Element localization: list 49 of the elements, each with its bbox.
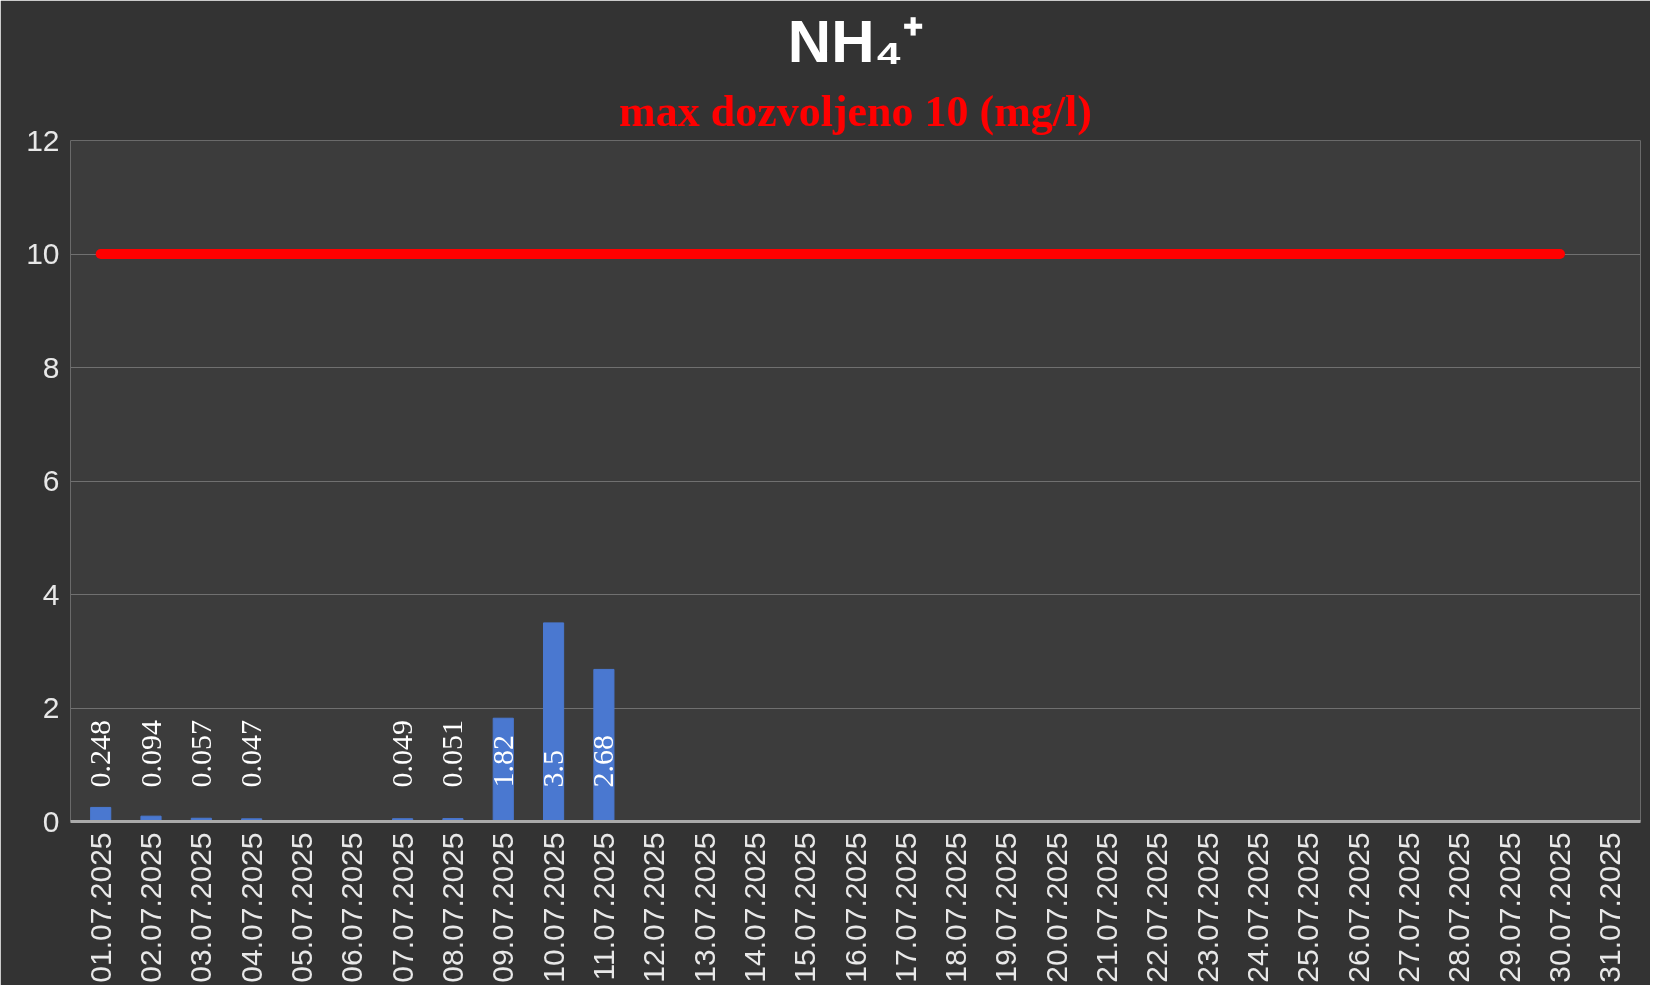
- x-tick-label: 14.07.2025: [737, 832, 771, 983]
- x-tick-label: 07.07.2025: [385, 832, 419, 983]
- data-label: 0.094: [133, 719, 167, 788]
- x-tick-label: 20.07.2025: [1039, 832, 1073, 983]
- data-label: 1.82: [485, 734, 519, 788]
- data-label: 0.049: [385, 719, 419, 788]
- chart-title: NH₄⁺: [787, 7, 924, 75]
- x-tick-label: 10.07.2025: [536, 832, 570, 983]
- data-label: 0.057: [183, 719, 217, 788]
- x-tick-label: 19.07.2025: [989, 832, 1023, 983]
- x-tick-label: 16.07.2025: [838, 832, 872, 983]
- x-tick-label: 31.07.2025: [1593, 832, 1627, 983]
- data-label: 3.5: [536, 749, 570, 788]
- x-tick-label: 12.07.2025: [637, 832, 671, 983]
- data-label: 0.248: [83, 719, 117, 788]
- x-tick-label: 24.07.2025: [1241, 832, 1275, 983]
- x-tick-label: 09.07.2025: [486, 832, 520, 983]
- x-tick-label: 30.07.2025: [1542, 832, 1576, 983]
- y-tick-label: 12: [26, 123, 60, 157]
- y-tick-label: 10: [26, 237, 60, 270]
- x-tick-label: 29.07.2025: [1492, 832, 1526, 983]
- y-tick-label: 4: [42, 577, 60, 611]
- x-tick-label: 28.07.2025: [1442, 832, 1476, 983]
- x-tick-label: 17.07.2025: [888, 832, 922, 983]
- x-tick-label: 27.07.2025: [1392, 832, 1426, 983]
- x-tick-label: 25.07.2025: [1291, 832, 1325, 983]
- x-tick-label: 03.07.2025: [184, 832, 218, 983]
- y-tick-label: 8: [42, 350, 60, 384]
- x-tick-label: 23.07.2025: [1190, 832, 1224, 983]
- x-tick-label: 01.07.2025: [83, 832, 117, 983]
- x-tick-label: 21.07.2025: [1090, 832, 1124, 983]
- x-tick-label: 04.07.2025: [234, 832, 268, 983]
- data-label: 0.047: [234, 719, 268, 788]
- x-tick-label: 08.07.2025: [435, 832, 469, 983]
- x-tick-label: 15.07.2025: [788, 832, 822, 983]
- chart-subtitle: max dozvoljeno 10 (mg/l): [619, 86, 1092, 136]
- x-tick-label: 18.07.2025: [939, 832, 973, 983]
- x-tick-label: 26.07.2025: [1341, 832, 1375, 983]
- data-label: 2.68: [586, 734, 620, 788]
- y-tick-label: 6: [42, 464, 60, 497]
- x-tick-label: 13.07.2025: [687, 832, 721, 983]
- y-tick-label: 2: [42, 691, 60, 724]
- y-tick-label: 0: [42, 804, 60, 838]
- x-tick-label: 22.07.2025: [1140, 832, 1174, 983]
- x-tick-label: 11.07.2025: [586, 832, 620, 981]
- data-label: 0.051: [435, 719, 469, 788]
- x-tick-label: 05.07.2025: [284, 832, 318, 983]
- x-tick-label: 06.07.2025: [335, 832, 369, 983]
- x-tick-label: 02.07.2025: [134, 832, 168, 983]
